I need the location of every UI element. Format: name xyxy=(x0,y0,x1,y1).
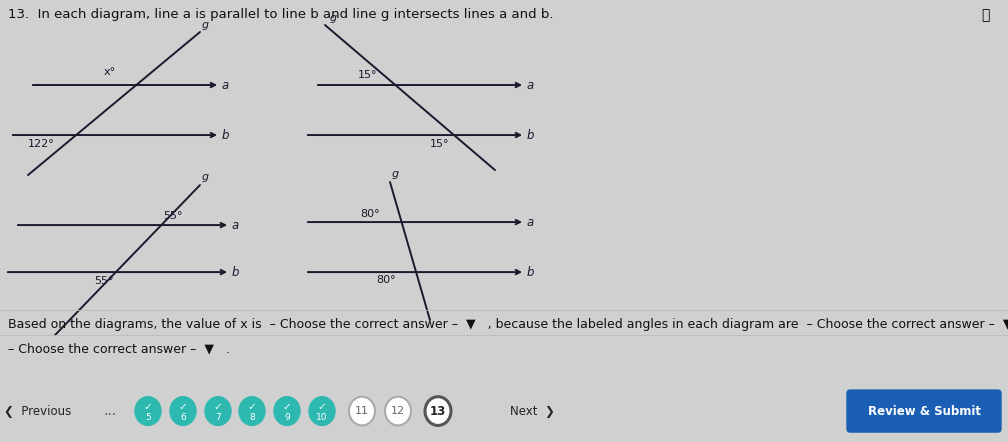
Text: g: g xyxy=(202,20,209,30)
Text: 5: 5 xyxy=(145,413,151,422)
Text: 10: 10 xyxy=(317,413,328,422)
Text: b: b xyxy=(232,266,240,278)
Text: a: a xyxy=(232,219,239,232)
Text: ✓: ✓ xyxy=(282,402,291,412)
Text: 80°: 80° xyxy=(376,275,396,285)
Text: b: b xyxy=(527,129,534,141)
Text: Based on the diagrams, the value of x is  – Choose the correct answer –  ▼   , b: Based on the diagrams, the value of x is… xyxy=(8,318,1008,331)
Text: 13: 13 xyxy=(429,404,447,418)
Text: a: a xyxy=(527,79,534,91)
Text: 13.  In each diagram, line a is parallel to line b and line g intersects lines a: 13. In each diagram, line a is parallel … xyxy=(8,8,553,21)
Text: 12: 12 xyxy=(391,406,405,416)
Circle shape xyxy=(205,397,231,425)
Text: Next  ❯: Next ❯ xyxy=(510,404,554,418)
Text: x°: x° xyxy=(104,67,116,77)
Text: 8: 8 xyxy=(249,413,255,422)
Circle shape xyxy=(274,397,300,425)
Text: a: a xyxy=(527,216,534,229)
Text: ✓: ✓ xyxy=(178,402,187,412)
Text: ✓: ✓ xyxy=(214,402,223,412)
Text: ❮  Previous: ❮ Previous xyxy=(4,404,72,418)
Text: 11: 11 xyxy=(355,406,369,416)
Text: ✓: ✓ xyxy=(248,402,256,412)
Circle shape xyxy=(135,397,161,425)
FancyBboxPatch shape xyxy=(847,390,1001,432)
Circle shape xyxy=(385,397,411,425)
Text: 55°: 55° xyxy=(163,211,182,221)
Text: b: b xyxy=(527,266,534,278)
Text: 80°: 80° xyxy=(360,209,380,219)
Text: a: a xyxy=(222,79,229,91)
Text: 55°: 55° xyxy=(95,276,114,286)
Text: ✓: ✓ xyxy=(318,402,327,412)
Text: 6: 6 xyxy=(180,413,185,422)
Text: 15°: 15° xyxy=(358,70,377,80)
Text: – Choose the correct answer –  ▼   .: – Choose the correct answer – ▼ . xyxy=(8,342,230,355)
Text: g: g xyxy=(330,13,337,23)
Circle shape xyxy=(349,397,375,425)
Text: 9: 9 xyxy=(284,413,290,422)
Text: 122°: 122° xyxy=(27,139,54,149)
Circle shape xyxy=(239,397,265,425)
Text: g: g xyxy=(202,172,209,182)
Text: b: b xyxy=(222,129,230,141)
Circle shape xyxy=(309,397,335,425)
Text: 🚩: 🚩 xyxy=(982,8,990,22)
Text: Review & Submit: Review & Submit xyxy=(868,404,981,418)
Text: ...: ... xyxy=(104,404,117,418)
Text: g: g xyxy=(392,169,399,179)
Text: 15°: 15° xyxy=(429,139,449,149)
Circle shape xyxy=(170,397,196,425)
Text: 7: 7 xyxy=(215,413,221,422)
Circle shape xyxy=(425,397,451,425)
Text: ✓: ✓ xyxy=(143,402,152,412)
